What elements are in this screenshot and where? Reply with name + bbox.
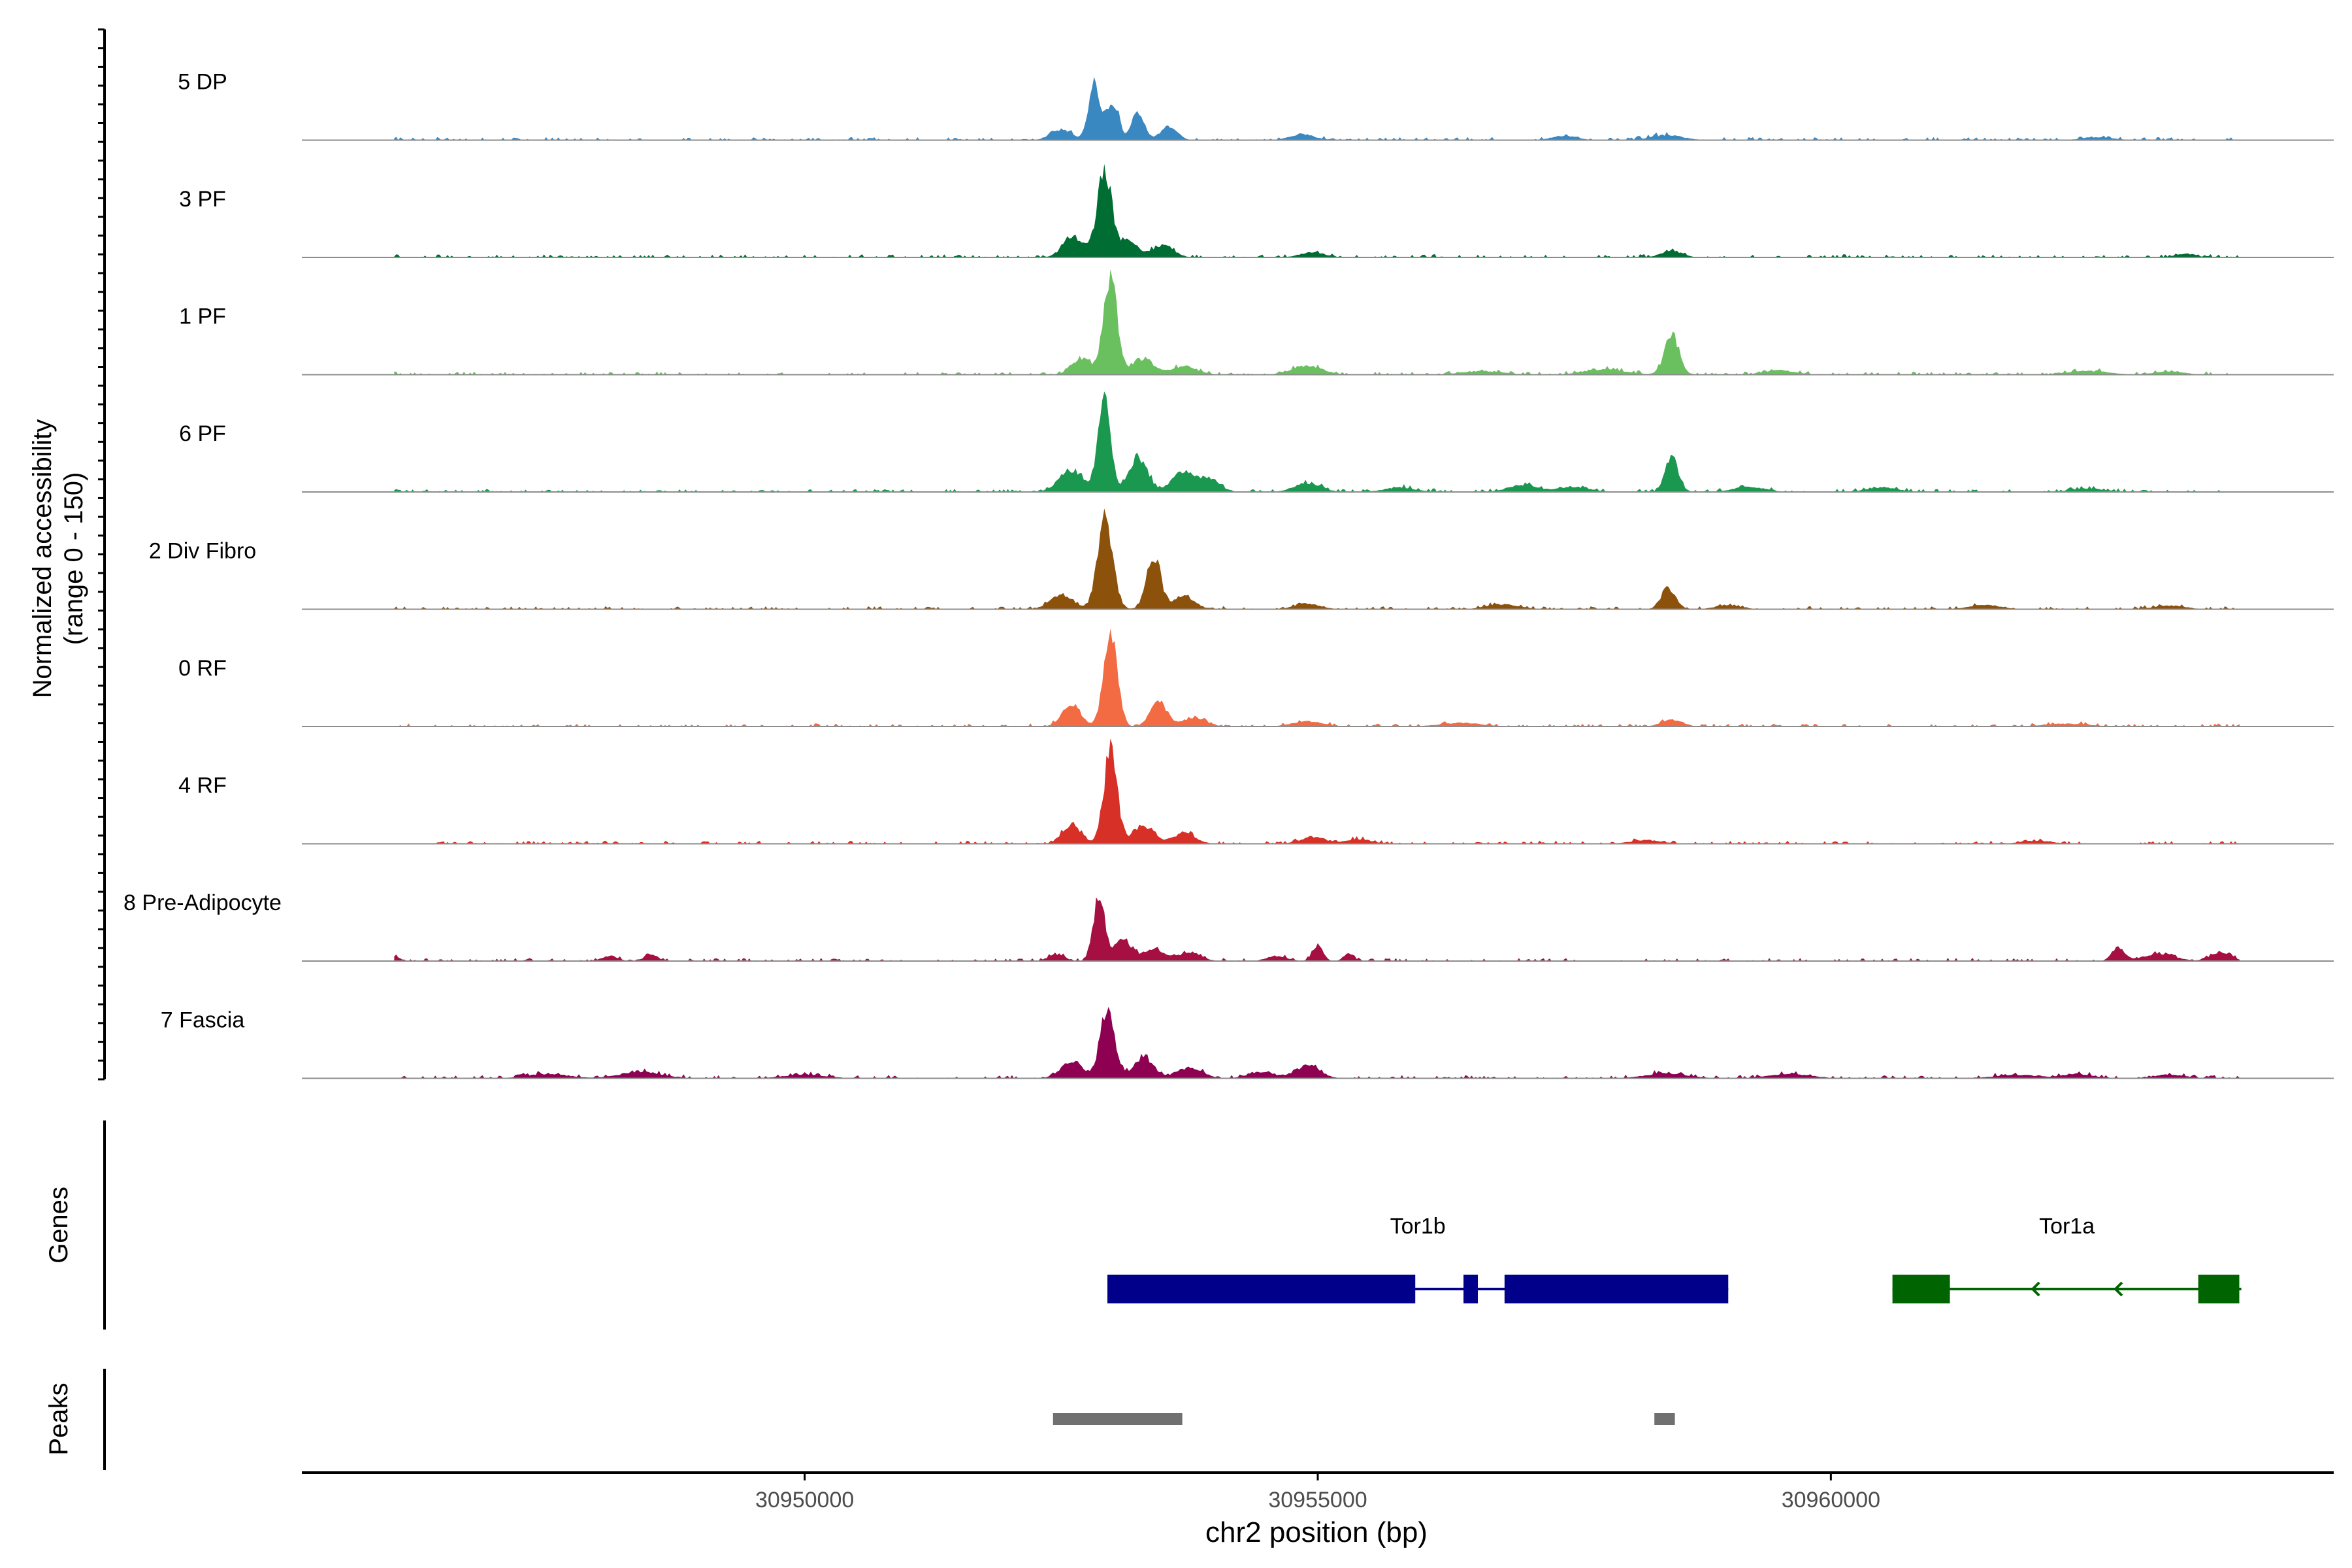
strand-chevron <box>2031 1281 2040 1297</box>
track-2: 3 PF <box>179 163 2334 258</box>
coverage-area <box>394 269 2241 375</box>
track-label: 3 PF <box>179 187 226 212</box>
coverage-area <box>394 897 2241 961</box>
x-tick-label: 30960000 <box>1782 1488 1880 1512</box>
gene-exon <box>1463 1275 1478 1303</box>
peak-region <box>1053 1413 1183 1425</box>
genes-track: Tor1b Tor1a <box>1107 1214 2242 1303</box>
track-label: 6 PF <box>179 421 226 446</box>
coverage-tracks: 5 DP 3 PF 1 PF 6 PF 2 Div Fibro 0 RF 4 RF 8 Pre… <box>123 70 2334 1079</box>
track-4: 6 PF <box>179 391 2334 493</box>
track-label: 8 Pre-Adipocyte <box>123 890 282 915</box>
gene-exon <box>1892 1275 1950 1303</box>
y-axis-label-range: (range 0 - 150) <box>59 472 88 645</box>
gene-exon <box>1107 1275 1416 1303</box>
gene-tor1b: Tor1b <box>1107 1214 1729 1303</box>
x-axis: 30950000 30955000 30960000 <box>302 1471 2334 1512</box>
track-5: 2 Div Fibro <box>149 508 2334 610</box>
track-9: 7 Fascia <box>161 1007 2334 1079</box>
coverage-area <box>394 508 2241 610</box>
peaks-track-label: Peaks <box>44 1382 73 1455</box>
coverage-area <box>394 163 2241 257</box>
track-3: 1 PF <box>179 269 2334 376</box>
y-axis-label: Normalized accessibility <box>28 419 57 698</box>
gene-tor1a: Tor1a <box>1892 1214 2242 1303</box>
track-6: 0 RF <box>178 629 2334 727</box>
track-label: 5 DP <box>178 70 227 95</box>
genes-track-label: Genes <box>44 1186 73 1264</box>
track-label: 2 Div Fibro <box>149 539 256 564</box>
coverage-area <box>394 629 2241 727</box>
track-label: 0 RF <box>178 656 227 681</box>
peaks-track <box>1053 1413 1675 1425</box>
gene-exon <box>2198 1275 2240 1303</box>
coverage-area <box>394 1007 2241 1079</box>
track-label: 7 Fascia <box>161 1008 245 1033</box>
y-axis <box>98 28 106 1081</box>
coverage-area <box>394 76 2241 140</box>
gene-label: Tor1a <box>2039 1214 2095 1239</box>
x-tick-label: 30955000 <box>1268 1488 1367 1512</box>
gene-exon <box>1504 1275 1729 1303</box>
strand-chevron <box>2114 1281 2123 1297</box>
coverage-area <box>394 391 2241 492</box>
track-7: 4 RF <box>178 738 2334 845</box>
track-1: 5 DP <box>178 70 2334 141</box>
track-label: 1 PF <box>179 304 226 329</box>
x-tick-label: 30950000 <box>755 1488 854 1512</box>
peak-region <box>1654 1413 1675 1425</box>
coverage-area <box>394 738 2241 844</box>
track-label: 4 RF <box>178 774 227 798</box>
x-axis-label: chr2 position (bp) <box>1205 1516 1428 1548</box>
gene-label: Tor1b <box>1390 1214 1446 1239</box>
track-8: 8 Pre-Adipocyte <box>123 890 2334 962</box>
